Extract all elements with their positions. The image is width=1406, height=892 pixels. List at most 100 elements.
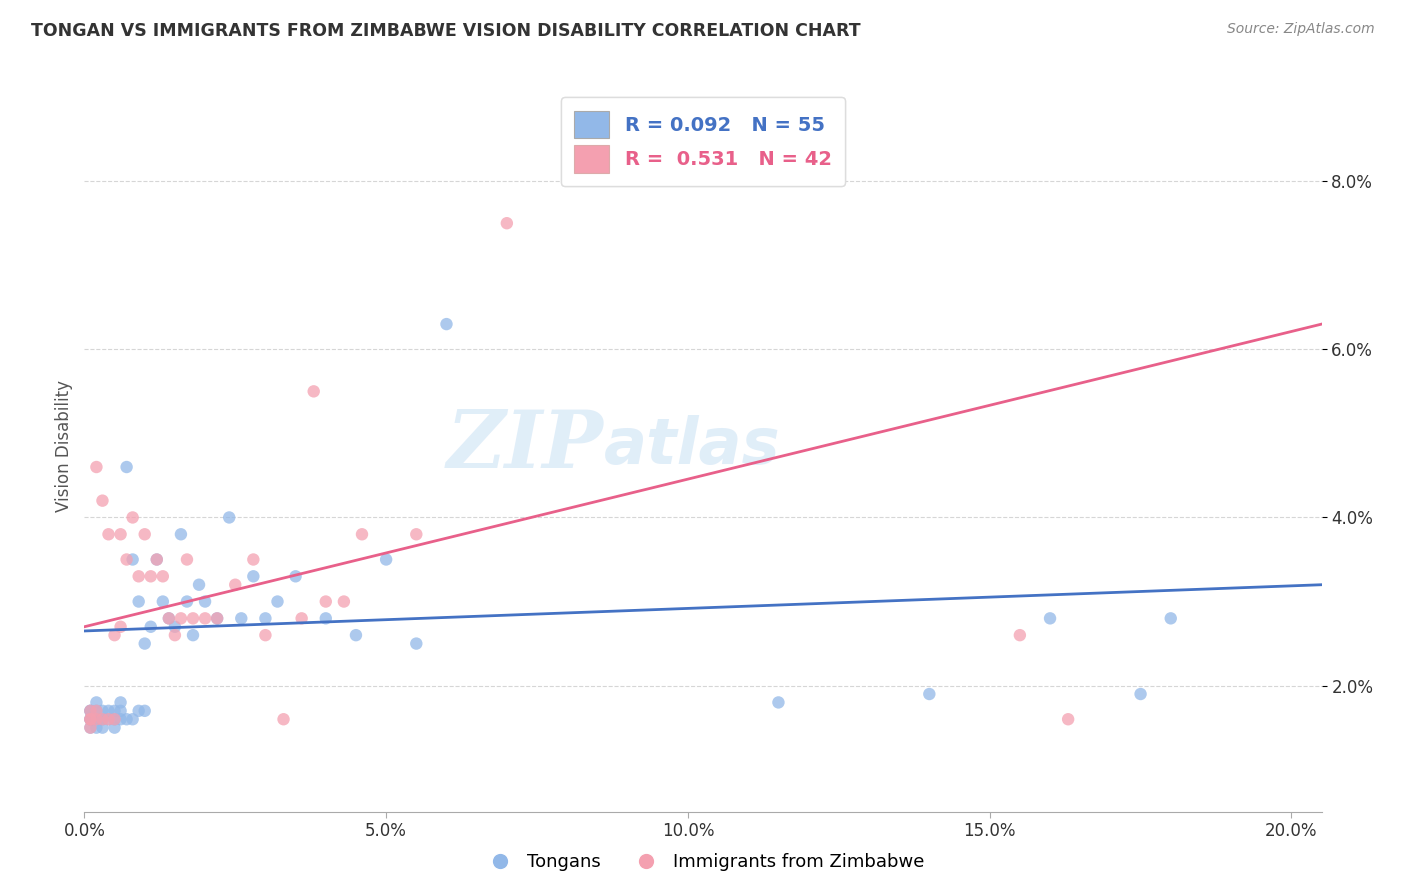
- Point: [146, 552, 169, 566]
- Point: [79, 721, 101, 735]
- Point: [254, 611, 277, 625]
- Point: [115, 460, 138, 475]
- Point: [291, 611, 314, 625]
- Point: [242, 552, 264, 566]
- Point: [79, 712, 101, 726]
- Point: [181, 628, 204, 642]
- Point: [110, 620, 132, 634]
- Point: [79, 704, 101, 718]
- Point: [110, 704, 132, 718]
- Point: [163, 628, 186, 642]
- Point: [91, 493, 114, 508]
- Point: [375, 552, 398, 566]
- Point: [194, 594, 217, 608]
- Point: [1057, 712, 1080, 726]
- Point: [333, 594, 356, 608]
- Point: [163, 620, 186, 634]
- Point: [103, 712, 125, 726]
- Point: [110, 712, 132, 726]
- Point: [315, 611, 337, 625]
- Point: [273, 712, 295, 726]
- Point: [205, 611, 228, 625]
- Point: [405, 636, 427, 650]
- Point: [79, 712, 101, 726]
- Legend: Tongans, Immigrants from Zimbabwe: Tongans, Immigrants from Zimbabwe: [475, 847, 931, 879]
- Text: atlas: atlas: [605, 415, 780, 477]
- Point: [170, 527, 193, 541]
- Point: [284, 569, 307, 583]
- Point: [103, 721, 125, 735]
- Point: [224, 578, 246, 592]
- Point: [79, 704, 101, 718]
- Point: [86, 695, 108, 709]
- Point: [254, 628, 277, 642]
- Point: [86, 704, 108, 718]
- Point: [157, 611, 180, 625]
- Point: [91, 712, 114, 726]
- Point: [86, 721, 108, 735]
- Point: [86, 712, 108, 726]
- Point: [176, 552, 198, 566]
- Legend: R = 0.092   N = 55, R =  0.531   N = 42: R = 0.092 N = 55, R = 0.531 N = 42: [561, 97, 845, 186]
- Point: [103, 704, 125, 718]
- Point: [146, 552, 169, 566]
- Point: [302, 384, 325, 399]
- Point: [170, 611, 193, 625]
- Point: [79, 712, 101, 726]
- Point: [495, 216, 517, 230]
- Point: [97, 527, 120, 541]
- Point: [218, 510, 240, 524]
- Point: [91, 712, 114, 726]
- Point: [315, 594, 337, 608]
- Point: [1039, 611, 1062, 625]
- Point: [121, 510, 143, 524]
- Point: [405, 527, 427, 541]
- Point: [115, 712, 138, 726]
- Point: [231, 611, 253, 625]
- Point: [139, 569, 162, 583]
- Point: [139, 620, 162, 634]
- Point: [79, 721, 101, 735]
- Point: [1008, 628, 1031, 642]
- Text: TONGAN VS IMMIGRANTS FROM ZIMBABWE VISION DISABILITY CORRELATION CHART: TONGAN VS IMMIGRANTS FROM ZIMBABWE VISIO…: [31, 22, 860, 40]
- Text: ZIP: ZIP: [447, 408, 605, 484]
- Point: [344, 628, 367, 642]
- Point: [103, 628, 125, 642]
- Point: [176, 594, 198, 608]
- Point: [97, 712, 120, 726]
- Point: [181, 611, 204, 625]
- Point: [436, 317, 458, 331]
- Point: [134, 636, 156, 650]
- Point: [157, 611, 180, 625]
- Point: [152, 594, 174, 608]
- Point: [128, 594, 150, 608]
- Point: [121, 552, 143, 566]
- Point: [918, 687, 941, 701]
- Point: [134, 527, 156, 541]
- Point: [194, 611, 217, 625]
- Point: [86, 704, 108, 718]
- Point: [86, 712, 108, 726]
- Point: [86, 460, 108, 475]
- Point: [1129, 687, 1152, 701]
- Point: [91, 704, 114, 718]
- Point: [121, 712, 143, 726]
- Point: [79, 704, 101, 718]
- Point: [97, 704, 120, 718]
- Point: [242, 569, 264, 583]
- Point: [103, 712, 125, 726]
- Point: [152, 569, 174, 583]
- Point: [768, 695, 790, 709]
- Point: [134, 704, 156, 718]
- Point: [350, 527, 373, 541]
- Text: Source: ZipAtlas.com: Source: ZipAtlas.com: [1227, 22, 1375, 37]
- Point: [97, 712, 120, 726]
- Point: [1160, 611, 1182, 625]
- Point: [188, 578, 211, 592]
- Point: [110, 527, 132, 541]
- Point: [91, 721, 114, 735]
- Y-axis label: Vision Disability: Vision Disability: [55, 380, 73, 512]
- Point: [115, 552, 138, 566]
- Point: [205, 611, 228, 625]
- Point: [128, 569, 150, 583]
